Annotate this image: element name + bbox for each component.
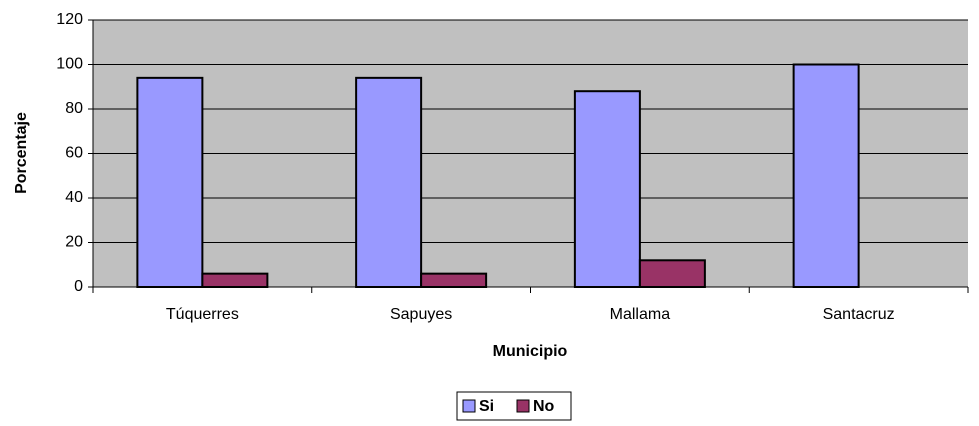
x-tick-label: Túquerres: [166, 306, 239, 323]
bar: [136, 76, 204, 288]
y-tick-label: 100: [56, 56, 83, 73]
x-tick-label: Sapuyes: [390, 306, 452, 323]
y-axis-label: Porcentaje: [13, 112, 30, 194]
y-tick-label: 40: [65, 189, 83, 206]
x-axis-label: Municipio: [493, 343, 568, 360]
bar: [420, 272, 488, 288]
legend-label: No: [533, 398, 555, 415]
legend-swatch: [462, 399, 476, 413]
bar: [792, 63, 860, 288]
legend-label: Si: [479, 398, 494, 415]
y-tick-label: 80: [65, 100, 83, 117]
y-tick-label: 60: [65, 145, 83, 162]
legend-swatch: [516, 399, 530, 413]
legend-box: [456, 391, 572, 421]
x-tick-label: Santacruz: [823, 306, 895, 323]
bar: [573, 90, 641, 288]
bar: [638, 259, 706, 288]
x-tick-label: Mallama: [610, 306, 671, 323]
y-tick-label: 0: [74, 278, 83, 295]
bar: [355, 76, 423, 288]
bar: [201, 272, 269, 288]
y-tick-label: 20: [65, 234, 83, 251]
y-tick-label: 120: [56, 11, 83, 28]
